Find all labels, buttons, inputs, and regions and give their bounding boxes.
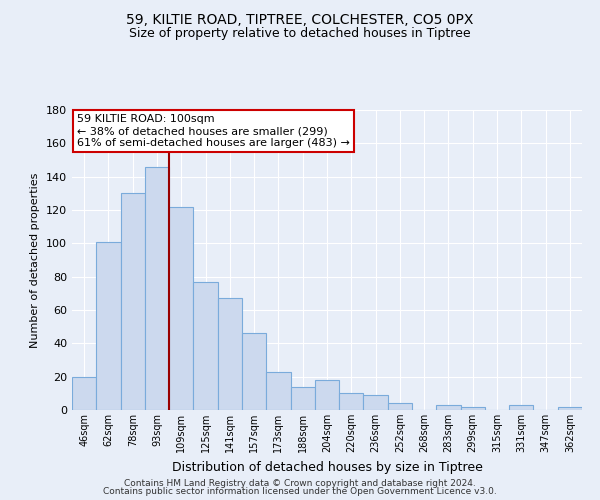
Bar bbox=[364, 395, 388, 410]
Bar bbox=[388, 404, 412, 410]
Bar bbox=[266, 372, 290, 410]
Bar bbox=[339, 394, 364, 410]
Bar bbox=[558, 406, 582, 410]
Text: Contains public sector information licensed under the Open Government Licence v3: Contains public sector information licen… bbox=[103, 487, 497, 496]
Bar bbox=[96, 242, 121, 410]
Bar bbox=[121, 194, 145, 410]
Text: 59 KILTIE ROAD: 100sqm
← 38% of detached houses are smaller (299)
61% of semi-de: 59 KILTIE ROAD: 100sqm ← 38% of detached… bbox=[77, 114, 350, 148]
Text: 59, KILTIE ROAD, TIPTREE, COLCHESTER, CO5 0PX: 59, KILTIE ROAD, TIPTREE, COLCHESTER, CO… bbox=[127, 12, 473, 26]
Bar bbox=[461, 406, 485, 410]
Bar bbox=[509, 405, 533, 410]
Bar bbox=[290, 386, 315, 410]
Text: Size of property relative to detached houses in Tiptree: Size of property relative to detached ho… bbox=[129, 28, 471, 40]
Bar bbox=[242, 334, 266, 410]
Bar bbox=[218, 298, 242, 410]
Text: Contains HM Land Registry data © Crown copyright and database right 2024.: Contains HM Land Registry data © Crown c… bbox=[124, 478, 476, 488]
Y-axis label: Number of detached properties: Number of detached properties bbox=[31, 172, 40, 348]
X-axis label: Distribution of detached houses by size in Tiptree: Distribution of detached houses by size … bbox=[172, 460, 482, 473]
Bar bbox=[72, 376, 96, 410]
Bar bbox=[436, 405, 461, 410]
Bar bbox=[145, 166, 169, 410]
Bar bbox=[193, 282, 218, 410]
Bar bbox=[169, 206, 193, 410]
Bar bbox=[315, 380, 339, 410]
